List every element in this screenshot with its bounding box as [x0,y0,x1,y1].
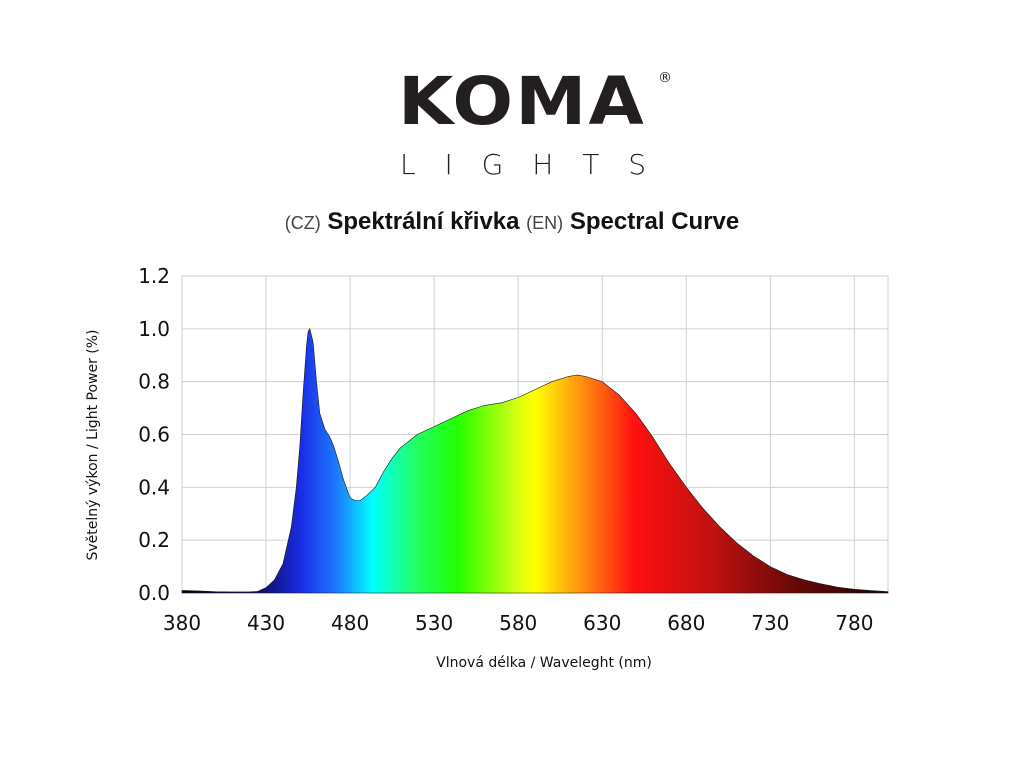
koma-lights-logo: KOMA ® LIGHTS [398,62,683,188]
x-axis-label: Vlnová délka / Waveleght (nm) [436,655,652,671]
title-cz: Spektrální křivka [327,208,520,235]
chart-title: (CZ) Spektrální křivka (EN) Spectral Cur… [0,208,1024,236]
x-tick-label: 630 [583,611,621,635]
y-tick-label: 0.4 [138,475,170,499]
title-en: Spectral Curve [569,208,740,235]
svg-text:KOMA: KOMA [398,63,646,140]
x-tick-label: 530 [415,611,453,635]
svg-text:®: ® [658,70,672,86]
y-tick-label: 0.6 [138,423,170,447]
en-tag: (EN) [526,213,564,233]
x-tick-label: 380 [163,611,201,635]
x-tick-label: 780 [835,611,873,635]
x-tick-label: 580 [499,611,537,635]
x-tick-label: 480 [331,611,369,635]
y-axis-label: Světelný výkon / Light Power (%) [85,329,101,560]
y-tick-label: 1.2 [138,264,170,288]
y-tick-label: 0.2 [138,528,170,552]
spectrum-area [181,328,889,594]
y-tick-label: 1.0 [138,317,170,341]
x-tick-label: 430 [247,611,285,635]
cz-tag: (CZ) [284,213,321,233]
y-tick-label: 0.8 [138,370,170,394]
y-tick-label: 0.0 [138,581,170,605]
x-tick-label: 680 [667,611,705,635]
x-tick-label: 730 [751,611,789,635]
